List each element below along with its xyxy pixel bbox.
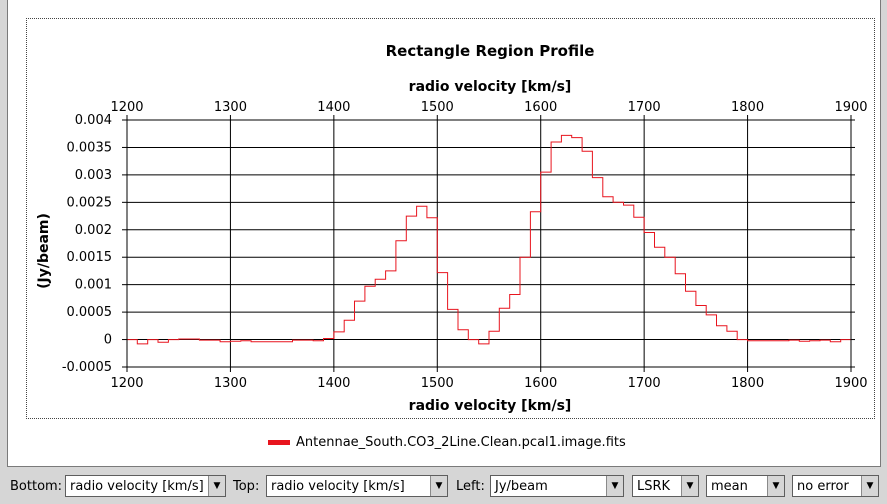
x-bottom-tick-label: 1600 (524, 376, 557, 391)
y-tick-label: 0.0015 (67, 250, 113, 265)
triangle-down-icon[interactable]: ▼ (430, 476, 448, 496)
left-axis-label: Left: (456, 479, 485, 494)
chart-panel: Rectangle Region Profile radio velocity … (7, 0, 881, 467)
triangle-down-icon[interactable]: ▼ (861, 476, 879, 496)
triangle-down-icon[interactable]: ▼ (208, 476, 226, 496)
x-bottom-tick-label: 1200 (110, 376, 143, 391)
triangle-down-icon[interactable]: ▼ (606, 476, 624, 496)
y-tick-label: 0.001 (75, 278, 112, 293)
x-bottom-tick-label: 1700 (628, 376, 661, 391)
bottom-axis-label: Bottom: (10, 479, 63, 494)
x-top-tick-label: 1300 (214, 100, 247, 115)
x-top-tick-label: 1800 (731, 100, 764, 115)
top-axis-value: radio velocity [km/s] (271, 478, 405, 494)
axis-controls-bar: Bottom: radio velocity [km/s] ▼ Top: rad… (0, 474, 887, 500)
left-axis-value: Jy/beam (495, 478, 548, 494)
plot-area: Rectangle Region Profile radio velocity … (26, 18, 875, 419)
y-tick-label: 0.0035 (67, 140, 113, 155)
x-bottom-tick-label: 1400 (317, 376, 350, 391)
x-top-tick-label: 1200 (110, 100, 143, 115)
y-tick-label: 0.0025 (67, 195, 113, 210)
statistic-value: mean (711, 478, 748, 494)
x-top-tick-label: 1500 (421, 100, 454, 115)
frame-value: LSRK (637, 478, 671, 494)
triangle-down-icon[interactable]: ▼ (681, 476, 699, 496)
bottom-axis-value: radio velocity [km/s] (70, 478, 204, 494)
tick-labels: 1200 1200 1300 1300 1400 1400 1500 1500 1600 1600… (62, 100, 868, 391)
x-top-tick-label: 1900 (834, 100, 867, 115)
y-axis-label: (Jy/beam) (36, 213, 52, 289)
left-axis-select[interactable]: Jy/beam ▼ (490, 475, 624, 497)
x-bottom-tick-label: 1900 (834, 376, 867, 391)
legend-label: Antennae_South.CO3_2Line.Clean.pcal1.ima… (296, 434, 626, 450)
y-tick-label: 0.004 (75, 113, 112, 128)
x-top-tick-label: 1700 (628, 100, 661, 115)
error-select[interactable]: no error ▼ (792, 475, 879, 497)
series-layer (127, 134, 851, 345)
y-tick-label: 0.003 (75, 168, 112, 183)
grid-lines (126, 119, 852, 368)
x-axis-bottom-label: radio velocity [km/s] (409, 398, 572, 414)
axis-ticks (122, 115, 855, 372)
axes-frame (126, 119, 852, 368)
triangle-down-icon[interactable]: ▼ (767, 476, 785, 496)
top-axis-label: Top: (233, 479, 260, 494)
y-tick-label: 0.002 (75, 223, 112, 238)
series-line (127, 134, 851, 345)
chart-title: Rectangle Region Profile (386, 42, 595, 60)
x-top-tick-label: 1400 (317, 100, 350, 115)
top-axis-select[interactable]: radio velocity [km/s] ▼ (266, 475, 448, 497)
y-tick-label: 0.0005 (67, 305, 113, 320)
bottom-axis-select[interactable]: radio velocity [km/s] ▼ (65, 475, 226, 497)
x-bottom-tick-label: 1500 (421, 376, 454, 391)
statistic-select[interactable]: mean ▼ (706, 475, 785, 497)
y-tick-label: -0.0005 (62, 360, 112, 375)
profile-chart: Rectangle Region Profile radio velocity … (36, 42, 868, 414)
x-bottom-tick-label: 1800 (731, 376, 764, 391)
y-tick-label: 0 (104, 333, 112, 348)
x-bottom-tick-label: 1300 (214, 376, 247, 391)
x-axis-top-label: radio velocity [km/s] (409, 79, 572, 95)
legend-swatch (268, 439, 290, 445)
error-value: no error (797, 478, 849, 494)
frame-select[interactable]: LSRK ▼ (632, 475, 699, 497)
legend: Antennae_South.CO3_2Line.Clean.pcal1.ima… (268, 433, 626, 451)
x-top-tick-label: 1600 (524, 100, 557, 115)
